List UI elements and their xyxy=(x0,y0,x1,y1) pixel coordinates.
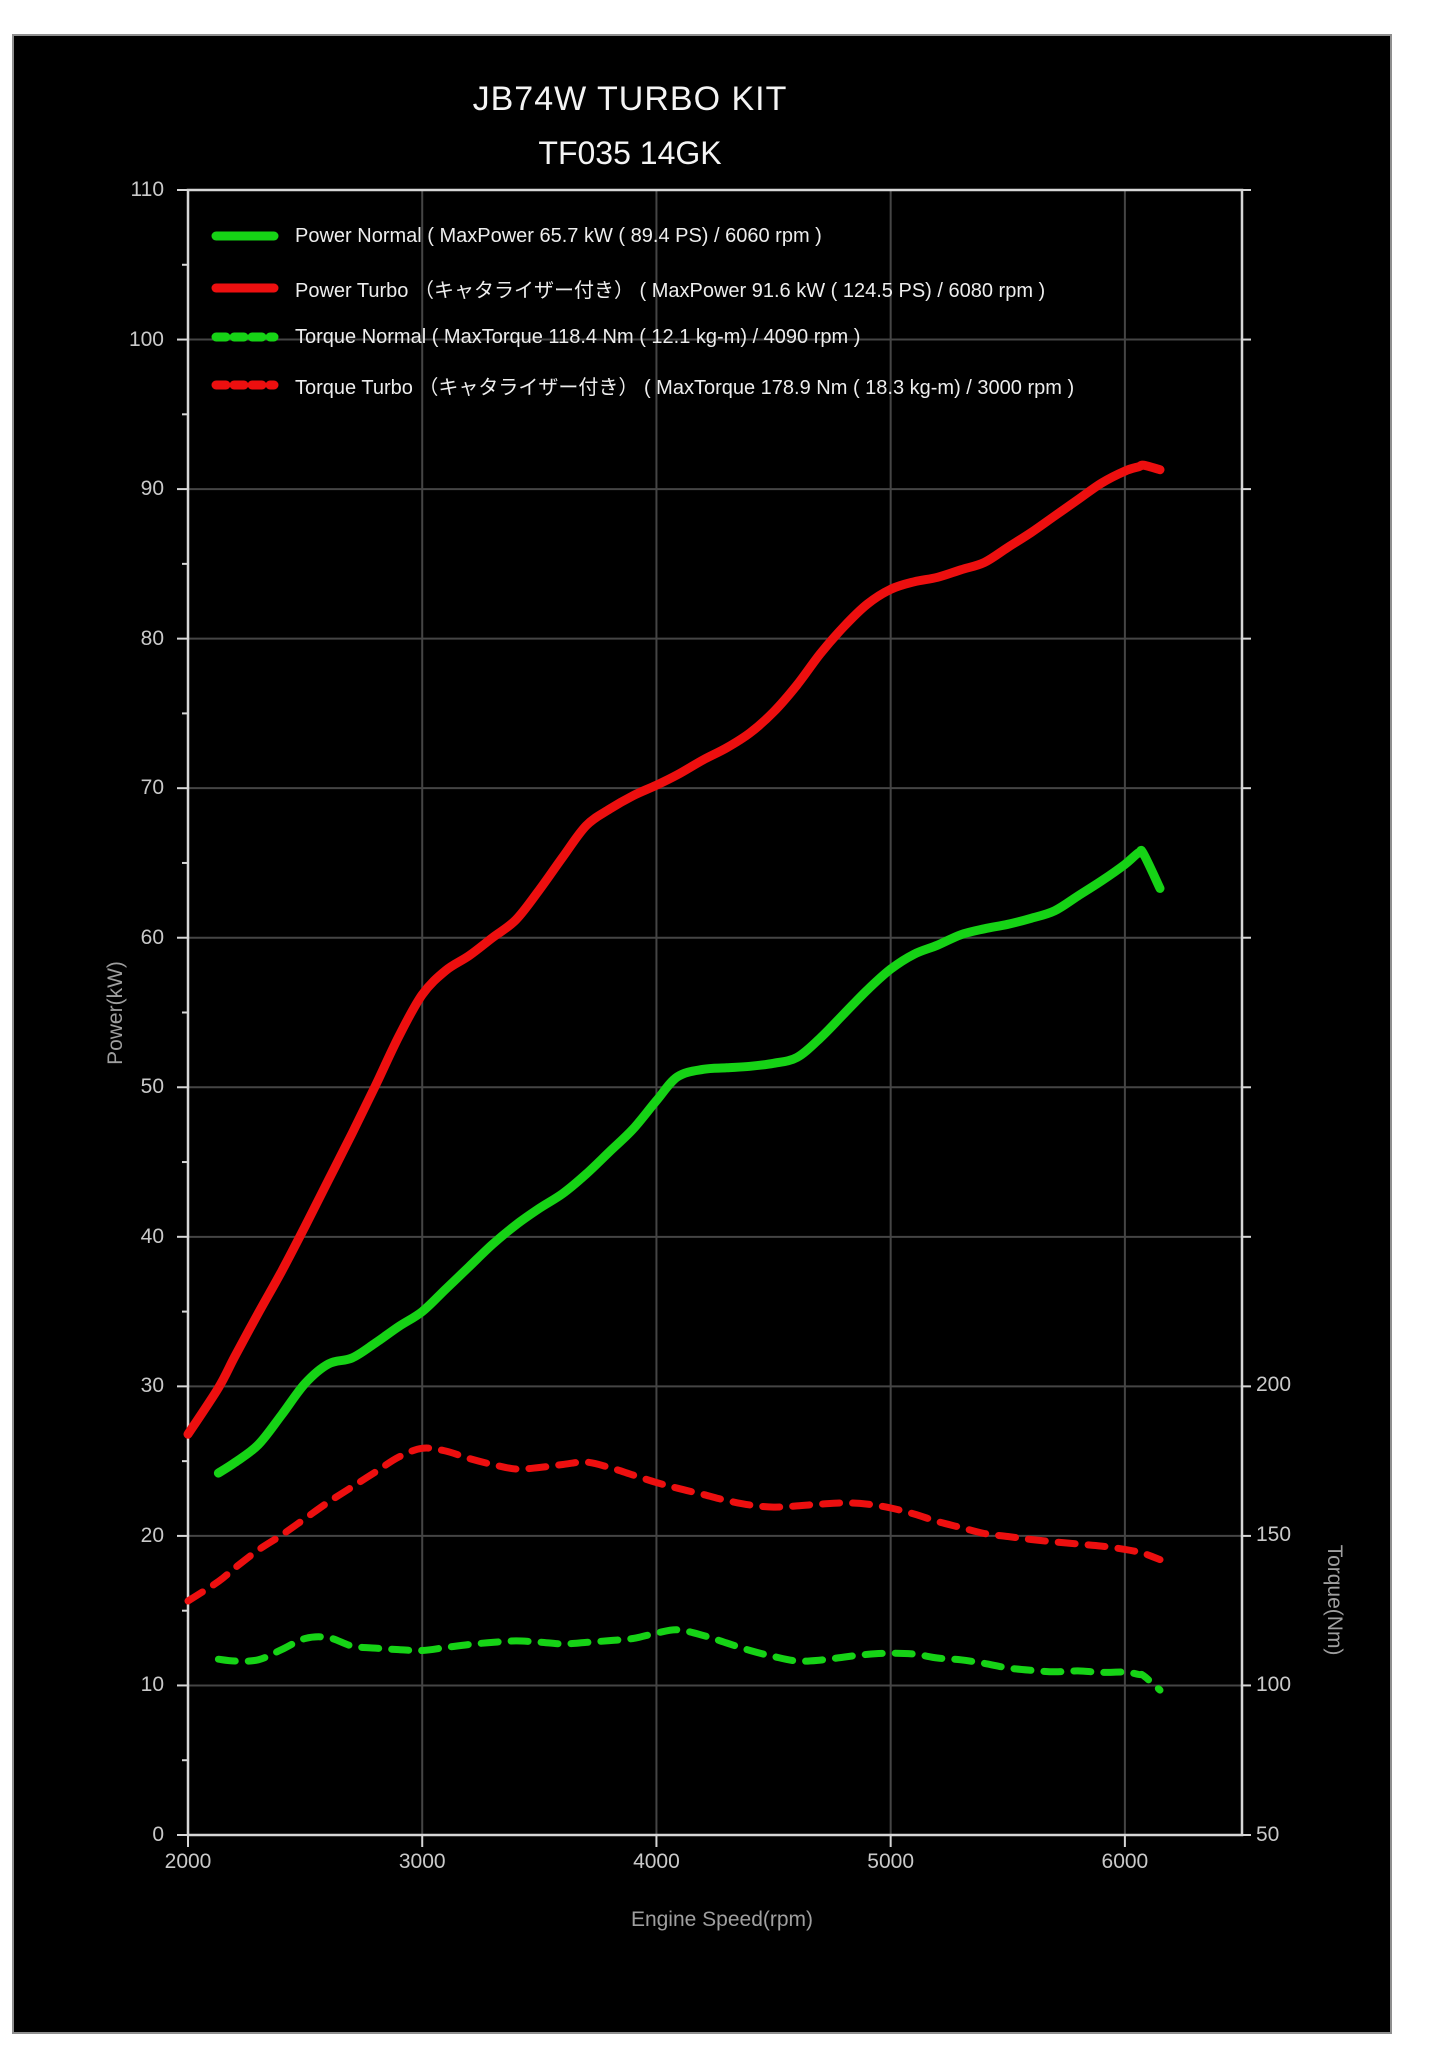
legend-line-sample xyxy=(211,231,279,241)
x-tick-label: 4000 xyxy=(633,1850,680,1873)
chart-title: JB74W TURBO KIT xyxy=(472,80,788,118)
chart-subtitle: TF035 14GK xyxy=(538,135,722,171)
y-right-tick-label: 150 xyxy=(1256,1523,1292,1546)
x-tick-label: 5000 xyxy=(867,1850,915,1873)
legend-line-sample xyxy=(211,380,279,390)
legend-label: Torque Turbo （キャタライザー付き） ( MaxTorque 178… xyxy=(295,376,1075,399)
chart-title-block: JB74W TURBO KIT TF035 14GK xyxy=(14,80,1246,172)
legend-line-sample xyxy=(211,283,279,293)
curve-torque-normal xyxy=(214,1626,1164,1694)
legend-label: Power Normal ( MaxPower 65.7 kW ( 89.4 P… xyxy=(295,224,822,247)
legend-item-2: Torque Normal ( MaxTorque 118.4 Nm ( 12.… xyxy=(211,324,860,350)
y-left-tick-label: 30 xyxy=(140,1374,164,1398)
chart-canvas: JB74W TURBO KIT TF035 14GK xyxy=(12,34,1392,2034)
y-left-tick-label: 90 xyxy=(140,477,164,501)
legend-label: Power Turbo （キャタライザー付き） ( MaxPower 91.6 … xyxy=(295,279,1046,302)
y-right-axis-title: Torque(Nm) xyxy=(1323,1544,1346,1656)
legend-item-3: Torque Turbo （キャタライザー付き） ( MaxTorque 178… xyxy=(211,372,1075,399)
y-left-axis-title: Power(kW) xyxy=(104,961,127,1065)
curve-power-turbo xyxy=(183,460,1165,1439)
x-tick-label: 2000 xyxy=(164,1850,212,1873)
y-left-tick-label: 20 xyxy=(140,1523,164,1547)
legend-item-1: Power Turbo （キャタライザー付き） ( MaxPower 91.6 … xyxy=(211,275,1046,302)
y-right-tick-label: 50 xyxy=(1256,1823,1280,1846)
y-left-tick-label: 60 xyxy=(140,925,164,949)
y-left-tick-label: 50 xyxy=(140,1075,164,1099)
x-axis-title: Engine Speed(rpm) xyxy=(630,1908,814,1931)
y-left-tick-label: 10 xyxy=(140,1673,164,1697)
y-right-tick-label: 100 xyxy=(1256,1673,1292,1696)
y-left-tick-label: 100 xyxy=(128,327,164,351)
y-right-tick-label: 200 xyxy=(1256,1373,1292,1396)
y-left-tick-label: 80 xyxy=(140,626,164,650)
y-left-tick-label: 110 xyxy=(130,178,164,201)
x-tick-label: 3000 xyxy=(398,1850,446,1873)
y-left-tick-label: 40 xyxy=(140,1224,164,1248)
legend-label: Torque Normal ( MaxTorque 118.4 Nm ( 12.… xyxy=(295,325,861,348)
plot-frame xyxy=(186,188,1244,1837)
curve-torque-turbo xyxy=(184,1444,1164,1605)
legend-line-sample xyxy=(211,332,279,342)
curve-power-normal xyxy=(213,845,1165,1478)
y-left-tick-label: 70 xyxy=(140,776,164,800)
x-tick-label: 6000 xyxy=(1101,1850,1149,1873)
legend-item-0: Power Normal ( MaxPower 65.7 kW ( 89.4 P… xyxy=(211,223,822,249)
y-left-tick-label: 0 xyxy=(152,1823,164,1846)
